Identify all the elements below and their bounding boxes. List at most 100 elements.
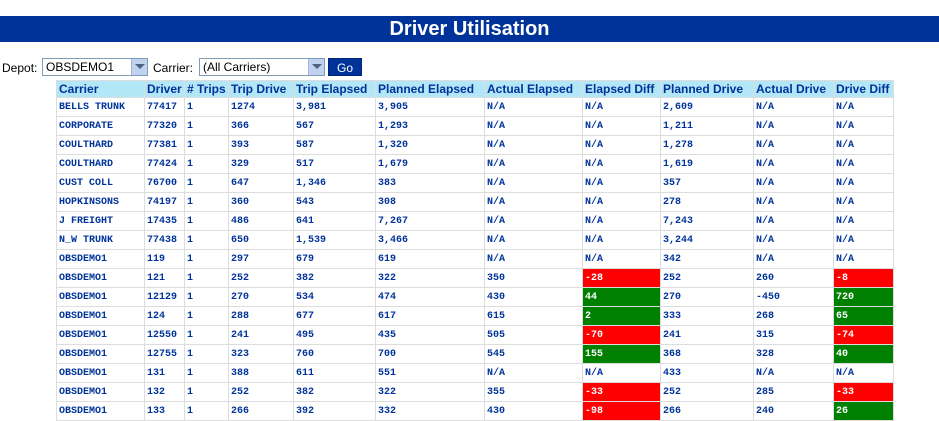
cell-trip-elapsed: 641 [293, 211, 376, 231]
cell-actual-elapsed: N/A [484, 192, 583, 212]
cell-trip-drive: 270 [228, 287, 294, 307]
cell-trips: 1 [184, 287, 229, 307]
cell-carrier: HOPKINSONS [56, 192, 145, 212]
cell-trip-elapsed: 677 [293, 306, 376, 326]
go-button[interactable]: Go [328, 58, 362, 76]
cell-planned-elapsed: 1,679 [375, 154, 485, 174]
cell-trip-elapsed: 567 [293, 116, 376, 136]
cell-trip-elapsed: 543 [293, 192, 376, 212]
cell-drive-diff: N/A [833, 249, 894, 269]
cell-actual-elapsed: 615 [484, 306, 583, 326]
cell-actual-elapsed: N/A [484, 116, 583, 136]
cell-trip-elapsed: 382 [293, 382, 376, 402]
table-row: OBSDEMO1 133 1 266 392 332 430 -98 266 240 26 [56, 401, 894, 421]
cell-driver: 12550 [144, 325, 185, 345]
cell-actual-elapsed: N/A [484, 211, 583, 231]
cell-driver: 131 [144, 363, 185, 383]
depot-select[interactable]: OBSDEMO1 [42, 58, 148, 76]
cell-carrier: OBSDEMO1 [56, 306, 145, 326]
cell-actual-elapsed: N/A [484, 173, 583, 193]
cell-actual-drive: N/A [753, 97, 834, 117]
table-row: BELLS TRUNK 77417 1 1274 3,981 3,905 N/A N/A 2,6… [56, 97, 894, 117]
cell-trip-drive: 1274 [228, 97, 294, 117]
col-header-planned-drive[interactable]: Planned Drive [660, 80, 754, 98]
cell-driver: 17435 [144, 211, 185, 231]
table-row: OBSDEMO1 131 1 388 611 551 N/A N/A 433 N/A N/A [56, 363, 894, 383]
cell-carrier: BELLS TRUNK [56, 97, 145, 117]
cell-trips: 1 [184, 135, 229, 155]
cell-actual-drive: N/A [753, 363, 834, 383]
driver-utilisation-table: Carrier Driver # Trips Trip Drive Trip E… [56, 80, 894, 421]
table-row: HOPKINSONS 74197 1 360 543 308 N/A N/A 278 N/A N/A [56, 192, 894, 212]
cell-trip-elapsed: 534 [293, 287, 376, 307]
col-header-driver[interactable]: Driver [144, 80, 185, 98]
cell-trip-elapsed: 382 [293, 268, 376, 288]
table-row: OBSDEMO1 132 1 252 382 322 355 -33 252 285 -33 [56, 382, 894, 402]
cell-actual-drive: N/A [753, 192, 834, 212]
cell-trip-drive: 288 [228, 306, 294, 326]
col-header-trips[interactable]: # Trips [184, 80, 229, 98]
cell-trips: 1 [184, 211, 229, 231]
table-row: CORPORATE 77320 1 366 567 1,293 N/A N/A 1,211 N/A… [56, 116, 894, 136]
cell-trip-elapsed: 1,346 [293, 173, 376, 193]
cell-trips: 1 [184, 173, 229, 193]
col-header-carrier[interactable]: Carrier [56, 80, 145, 98]
cell-drive-diff: 65 [833, 306, 894, 326]
cell-driver: 77381 [144, 135, 185, 155]
depot-select-value: OBSDEMO1 [46, 60, 115, 74]
cell-trip-drive: 647 [228, 173, 294, 193]
cell-carrier: OBSDEMO1 [56, 325, 145, 345]
table-row: J FREIGHT 17435 1 486 641 7,267 N/A N/A 7,243 N/A… [56, 211, 894, 231]
cell-drive-diff: -74 [833, 325, 894, 345]
cell-elapsed-diff: -98 [582, 401, 661, 421]
cell-trip-elapsed: 517 [293, 154, 376, 174]
cell-planned-drive: 342 [660, 249, 754, 269]
col-header-elapsed-diff[interactable]: Elapsed Diff [582, 80, 661, 98]
cell-carrier: COULTHARD [56, 135, 145, 155]
table-row: OBSDEMO1 12755 1 323 760 700 545 155 368 328 40 [56, 344, 894, 364]
carrier-select[interactable]: (All Carriers) [199, 58, 325, 76]
cell-trip-elapsed: 495 [293, 325, 376, 345]
cell-trip-drive: 329 [228, 154, 294, 174]
cell-elapsed-diff: -33 [582, 382, 661, 402]
cell-driver: 77424 [144, 154, 185, 174]
cell-planned-drive: 252 [660, 268, 754, 288]
col-header-drive-diff[interactable]: Drive Diff [833, 80, 894, 98]
col-header-trip-drive[interactable]: Trip Drive [228, 80, 294, 98]
cell-drive-diff: N/A [833, 97, 894, 117]
col-header-actual-elapsed[interactable]: Actual Elapsed [484, 80, 583, 98]
table-row: OBSDEMO1 124 1 288 677 617 615 2 333 268 65 [56, 306, 894, 326]
cell-actual-drive: N/A [753, 116, 834, 136]
cell-trip-elapsed: 760 [293, 344, 376, 364]
cell-trip-drive: 252 [228, 382, 294, 402]
cell-planned-drive: 357 [660, 173, 754, 193]
cell-carrier: OBSDEMO1 [56, 344, 145, 364]
cell-planned-elapsed: 308 [375, 192, 485, 212]
table-row: N_W TRUNK 77438 1 650 1,539 3,466 N/A N/A 3,244 N… [56, 230, 894, 250]
chevron-down-icon[interactable] [131, 59, 147, 75]
cell-actual-drive: N/A [753, 173, 834, 193]
cell-trip-drive: 366 [228, 116, 294, 136]
cell-trip-drive: 388 [228, 363, 294, 383]
cell-carrier: J FREIGHT [56, 211, 145, 231]
cell-actual-drive: N/A [753, 249, 834, 269]
cell-carrier: OBSDEMO1 [56, 268, 145, 288]
cell-planned-elapsed: 435 [375, 325, 485, 345]
cell-trips: 1 [184, 363, 229, 383]
cell-planned-drive: 2,609 [660, 97, 754, 117]
col-header-actual-drive[interactable]: Actual Drive [753, 80, 834, 98]
col-header-planned-elapsed[interactable]: Planned Elapsed [375, 80, 485, 98]
cell-drive-diff: -33 [833, 382, 894, 402]
page-title: Driver Utilisation [0, 16, 939, 42]
table-row: COULTHARD 77381 1 393 587 1,320 N/A N/A 1,278 N/A… [56, 135, 894, 155]
table-row: CUST COLL 76700 1 647 1,346 383 N/A N/A 357 N/A N/… [56, 173, 894, 193]
cell-planned-elapsed: 1,293 [375, 116, 485, 136]
col-header-trip-elapsed[interactable]: Trip Elapsed [293, 80, 376, 98]
cell-trip-drive: 297 [228, 249, 294, 269]
chevron-down-icon[interactable] [308, 59, 324, 75]
cell-planned-drive: 278 [660, 192, 754, 212]
depot-label: Depot: [2, 61, 38, 75]
cell-elapsed-diff: N/A [582, 135, 661, 155]
cell-actual-drive: N/A [753, 211, 834, 231]
cell-elapsed-diff: N/A [582, 173, 661, 193]
